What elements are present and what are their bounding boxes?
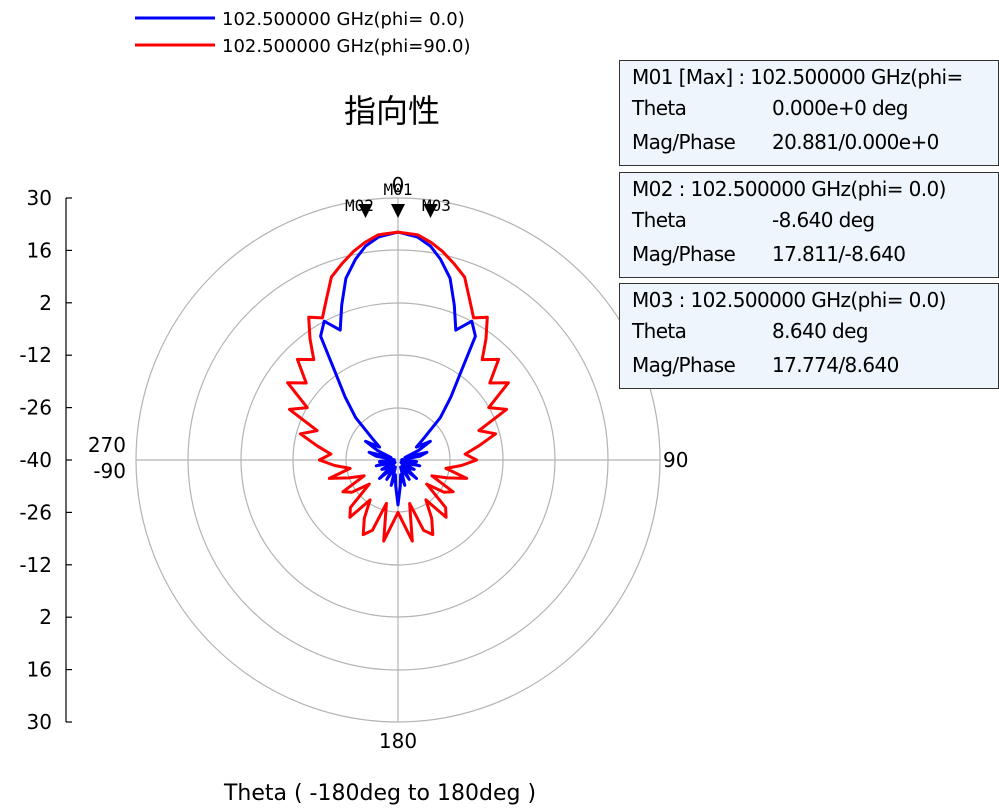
angle-labels: 0 90 180 270 -90 — [88, 173, 689, 753]
marker-triangle-m02 — [358, 204, 373, 218]
angle-label-top: 0 — [392, 173, 405, 197]
radial-tick-label: -26 — [19, 500, 52, 524]
legend-label-phi90: 102.500000 GHz(phi=90.0) — [222, 36, 470, 57]
marker-header: M01 [Max] : 102.500000 GHz(phi= — [632, 65, 963, 89]
marker-theta-value: -8.640 deg — [772, 208, 875, 232]
radial-axis: 30 16 2 -12 -26 -40 -26 -12 2 16 30 — [19, 186, 72, 734]
marker-box-m01: M01 [Max] : 102.500000 GHz(phi= Theta 0.0… — [619, 60, 999, 166]
marker-mag-value: 20.881/0.000e+0 — [772, 130, 939, 154]
marker-theta-label: Theta — [632, 96, 687, 120]
chart-title: 指向性 — [344, 92, 440, 130]
marker-theta-label: Theta — [632, 319, 687, 343]
radial-tick-label: 30 — [27, 186, 52, 210]
marker-mag-label: Mag/Phase — [632, 353, 736, 377]
marker-header: M03 : 102.500000 GHz(phi= 0.0) — [632, 288, 946, 312]
marker-mag-label: Mag/Phase — [632, 242, 736, 266]
markers: M01 M02 M03 — [345, 180, 451, 218]
marker-label-m01: M01 — [384, 180, 413, 199]
radial-tick-label: 2 — [39, 605, 52, 629]
radial-tick-label: -12 — [19, 343, 52, 367]
marker-label-m03: M03 — [422, 196, 451, 215]
x-axis-label: Theta ( -180deg to 180deg ) — [223, 781, 536, 806]
marker-mag-value: 17.811/-8.640 — [772, 242, 906, 266]
angle-label-right: 90 — [663, 448, 688, 472]
angle-label-left-lower: -90 — [93, 459, 126, 483]
marker-mag-value: 17.774/8.640 — [772, 353, 899, 377]
radial-tick-label: 30 — [27, 710, 52, 734]
series-phi90-line — [286, 230, 510, 543]
legend-label-phi0: 102.500000 GHz(phi= 0.0) — [222, 9, 465, 30]
polar-grid — [135, 197, 661, 723]
marker-theta-value: 8.640 deg — [772, 319, 869, 343]
marker-box-m03: M03 : 102.500000 GHz(phi= 0.0) Theta 8.64… — [619, 283, 999, 389]
angle-label-left-upper: 270 — [88, 433, 126, 457]
marker-triangle-m03 — [423, 204, 438, 218]
marker-box-m02: M02 : 102.500000 GHz(phi= 0.0) Theta -8.6… — [619, 172, 999, 278]
marker-theta-value: 0.000e+0 deg — [772, 96, 909, 120]
angle-label-bottom: 180 — [379, 729, 417, 753]
marker-mag-label: Mag/Phase — [632, 130, 736, 154]
marker-label-m02: M02 — [345, 196, 374, 215]
radial-tick-label: -26 — [19, 396, 52, 420]
marker-header: M02 : 102.500000 GHz(phi= 0.0) — [632, 177, 946, 201]
radial-tick-label: -12 — [19, 553, 52, 577]
marker-triangle-m01 — [391, 204, 405, 218]
radial-tick-label: 16 — [27, 238, 52, 262]
radial-tick-label: -40 — [19, 448, 52, 472]
legend: 102.500000 GHz(phi= 0.0) 102.500000 GHz(… — [135, 9, 470, 57]
marker-theta-label: Theta — [632, 208, 687, 232]
radial-tick-label: 16 — [27, 658, 52, 682]
radial-tick-label: 2 — [39, 291, 52, 315]
